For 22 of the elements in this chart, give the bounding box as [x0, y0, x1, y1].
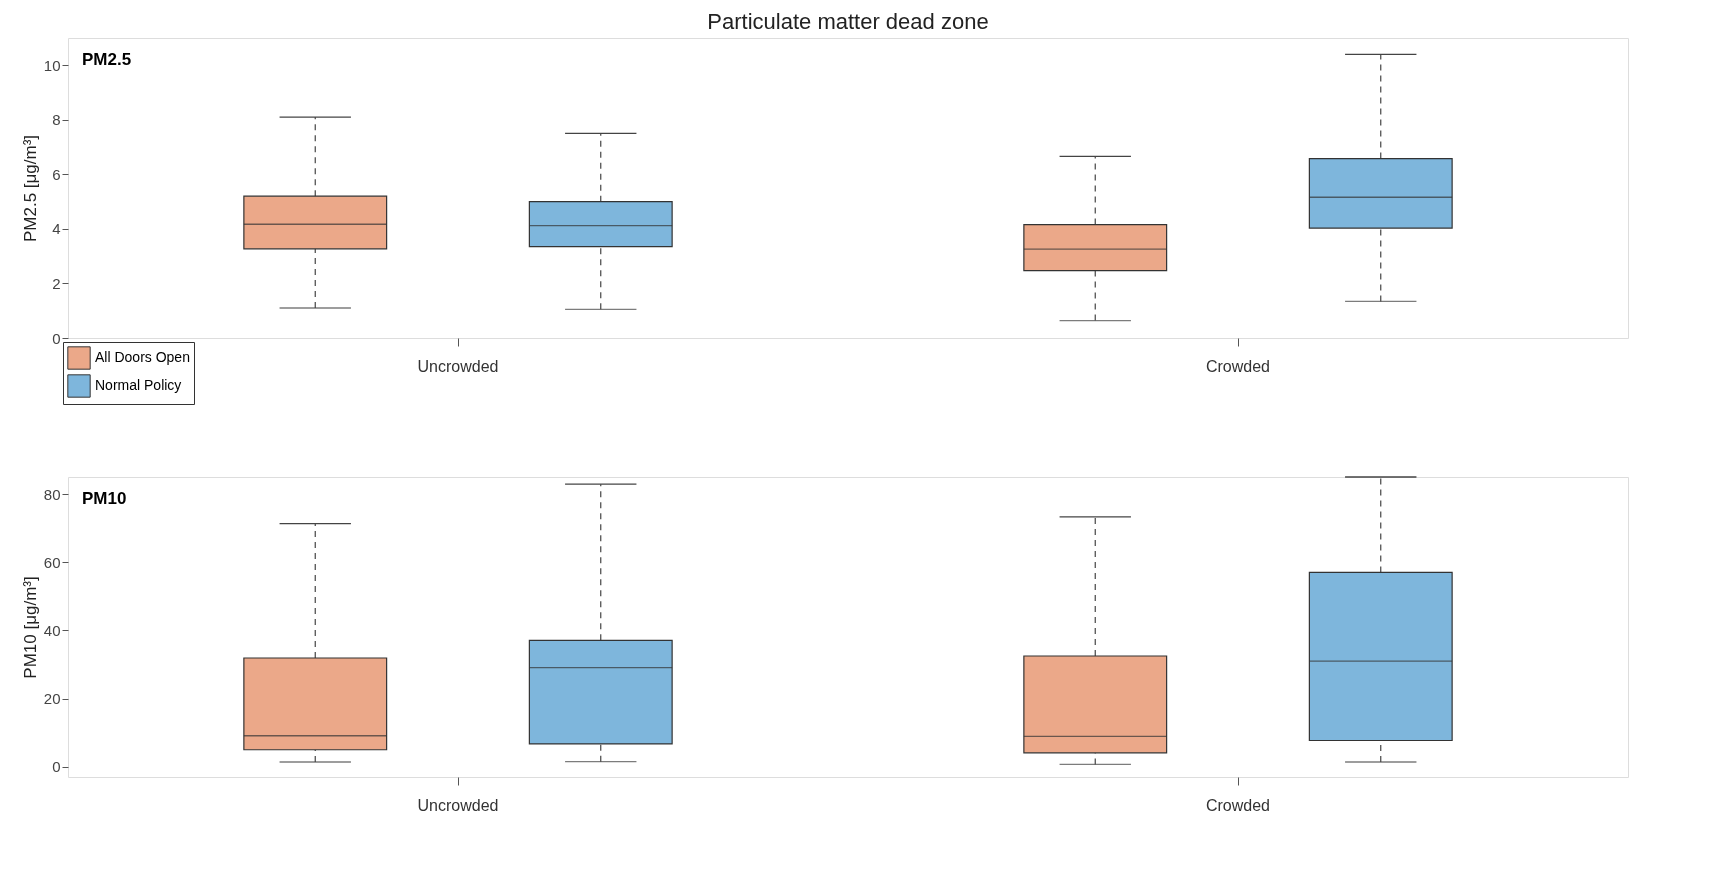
- y-tick-label: 4: [52, 220, 61, 238]
- y-tick-label: 2: [52, 274, 61, 292]
- y-tick-label: 80: [43, 485, 61, 503]
- x-tick-label: Uncrowded: [417, 357, 499, 375]
- x-tick-label: Crowded: [1205, 357, 1271, 375]
- y-axis-title: PM10 [μg/m³]: [20, 576, 40, 679]
- legend-label: All Doors Open: [95, 349, 190, 365]
- y-tick-label: 8: [52, 111, 61, 129]
- y-tick-label: 0: [52, 758, 61, 776]
- y-tick-label: 0: [52, 329, 61, 347]
- y-tick-label: 20: [43, 690, 61, 708]
- x-tick-label: Uncrowded: [417, 796, 499, 814]
- y-tick-label: 6: [52, 165, 61, 183]
- y-tick-label: 10: [43, 56, 61, 74]
- y-axis-title: PM2.5 [μg/m³]: [20, 134, 40, 243]
- x-tick-label: Crowded: [1205, 796, 1271, 814]
- legend-label: Normal Policy: [95, 377, 182, 393]
- y-tick-label: 60: [43, 553, 61, 571]
- annotation: PM10: [82, 489, 127, 508]
- chart-title: Particulate matter dead zone: [707, 9, 989, 34]
- y-tick-label: 40: [43, 621, 61, 639]
- annotation: PM2.5: [82, 50, 132, 69]
